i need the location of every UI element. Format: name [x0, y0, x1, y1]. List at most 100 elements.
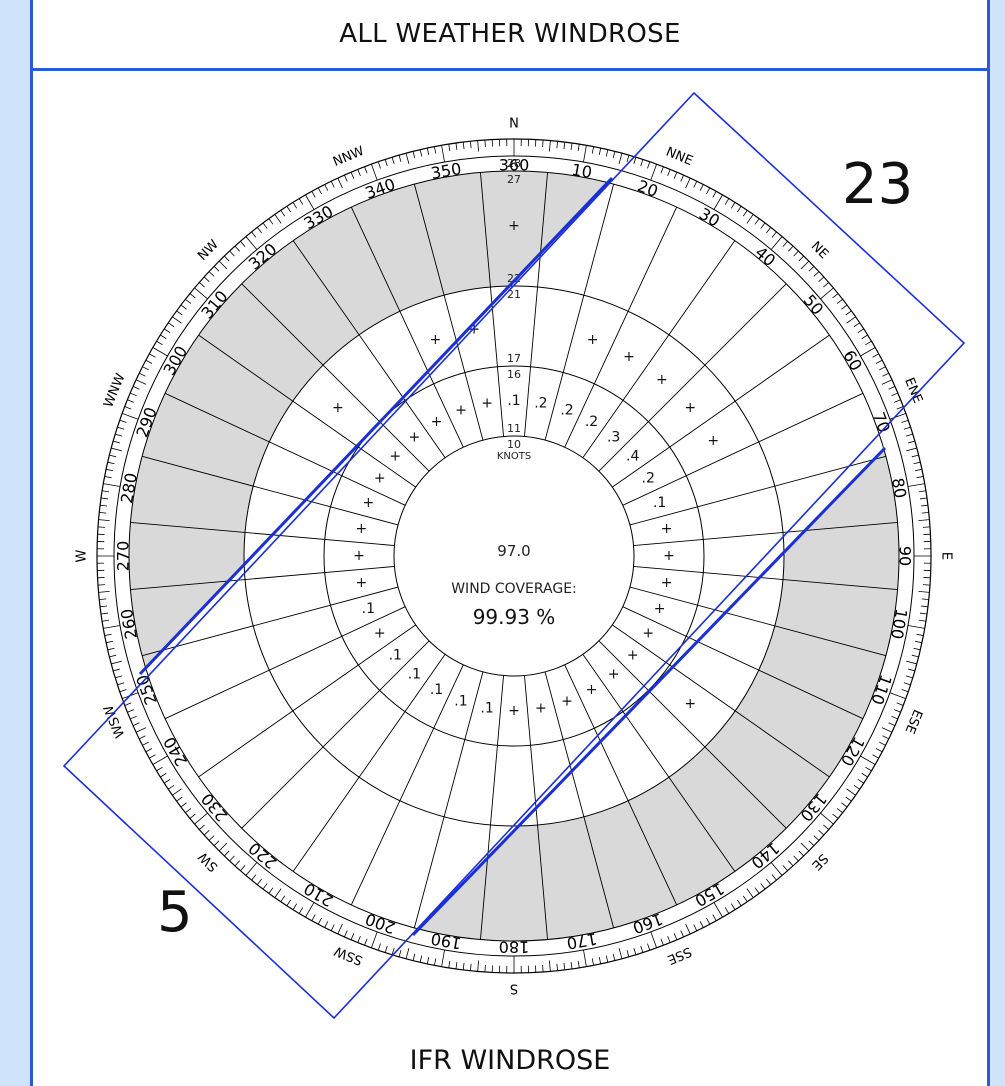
compass-degree-tick	[398, 155, 402, 162]
compass-degree-tick	[149, 754, 156, 759]
compass-degree-tick	[845, 310, 852, 316]
compass-degree-tick	[234, 860, 240, 867]
sector-boundary-line	[130, 566, 395, 591]
sector-boundary-line	[633, 521, 898, 546]
compass-degree-tick	[771, 874, 777, 881]
compass-degree-tick	[713, 902, 723, 918]
compass-degree-tick	[180, 304, 187, 310]
compass-degree-tick	[813, 835, 820, 841]
compass-degree-tick	[918, 490, 926, 493]
sector-frequency-value: .2	[585, 414, 598, 430]
compass-degree-label: 230	[197, 790, 231, 826]
compass-degree-tick	[818, 276, 825, 282]
compass-degree-tick	[245, 862, 258, 876]
compass-degree-tick	[570, 143, 573, 151]
compass-degree-tick	[98, 590, 110, 593]
sector-boundary-line	[350, 206, 464, 448]
compass-degree-tick	[156, 340, 163, 346]
compass-degree-tick	[889, 413, 906, 420]
compass-degree-tick	[337, 177, 343, 189]
compass-degree-tick	[324, 184, 329, 191]
sector-boundary-line	[142, 586, 399, 657]
sector-boundary-line	[612, 334, 830, 488]
sector-frequency-value: +	[455, 402, 467, 418]
compass-degree-tick	[441, 145, 445, 163]
sector-boundary-line	[544, 671, 615, 928]
compass-degree-tick	[875, 359, 883, 364]
compass-degree-tick	[841, 802, 848, 808]
compass-degree-tick	[918, 590, 930, 593]
compass-degree-tick	[156, 766, 163, 772]
sector-boundary-line	[241, 640, 430, 829]
compass-degree-tick	[901, 689, 909, 693]
sector-frequency-value: .1	[430, 682, 443, 698]
compass-degree-tick	[766, 878, 772, 885]
compass-degree-tick	[667, 935, 671, 943]
compass-degree-tick	[798, 850, 804, 857]
compass-degree-tick	[908, 668, 915, 672]
compass-degree-tick	[905, 675, 913, 679]
sector-frequency-value: +	[586, 682, 598, 698]
compass-degree-tick	[324, 921, 329, 928]
compass-degree-tick	[119, 419, 127, 423]
compass-degree-tick	[730, 202, 736, 209]
compass-degree-tick	[788, 245, 794, 252]
calm-wind-value: 97.0	[497, 542, 530, 560]
compass-degree-tick	[251, 874, 257, 881]
sector-boundary-line	[633, 566, 898, 591]
compass-degree-tick	[841, 304, 848, 310]
compass-degree-tick	[224, 850, 230, 857]
sector-frequency-value: +	[409, 429, 421, 445]
compass-degree-tick	[317, 187, 322, 195]
compass-degree-tick	[832, 293, 839, 299]
compass-degree-tick	[274, 214, 282, 224]
compass-degree-tick	[142, 741, 149, 746]
compass-degree-tick	[106, 468, 114, 472]
compass-degree-tick	[800, 260, 810, 270]
compass-degree-tick	[770, 862, 783, 876]
compass-degree-tick	[256, 878, 262, 885]
compass-degree-tick	[891, 392, 899, 397]
compass-degree-tick	[102, 619, 110, 622]
compass-degree-tick	[660, 938, 664, 946]
compass-degree-tick	[605, 149, 609, 157]
compass-degree-tick	[891, 715, 899, 720]
compass-degree-tick	[906, 660, 917, 665]
compass-degree-tick	[208, 835, 215, 841]
compass-degree-tick	[853, 322, 860, 328]
compass-degree-tick	[224, 255, 230, 262]
compass-degree-tick	[667, 169, 671, 177]
compass-degree-tick	[164, 778, 171, 784]
compass-degree-tick	[563, 142, 566, 150]
sector-frequency-value: .1	[507, 393, 520, 409]
compass-degree-label: 220	[245, 838, 281, 872]
sector-boundary-line	[598, 640, 787, 829]
compass-degree-tick	[846, 316, 856, 324]
compass-degree-tick	[650, 931, 657, 948]
compass-degree-tick	[693, 181, 698, 188]
compass-degree-tick	[591, 146, 594, 154]
compass-degree-tick	[680, 174, 684, 182]
compass-degree-tick	[893, 709, 901, 713]
compass-degree-tick	[448, 960, 451, 968]
sector-boundary-line	[413, 671, 484, 928]
compass-degree-tick	[914, 640, 922, 644]
compass-degree-tick	[185, 808, 192, 814]
compass-degree-tick	[905, 433, 913, 437]
compass-degree-tick	[908, 440, 915, 444]
compass-degree-tick	[583, 145, 587, 163]
runway-end-label-23: 23	[842, 152, 914, 217]
compass-degree-tick	[377, 161, 381, 169]
compass-degree-tick	[836, 808, 843, 814]
sector-frequency-value: +	[468, 321, 480, 337]
wind-coverage-label: WIND COVERAGE:	[451, 581, 577, 597]
compass-degree-tick	[99, 598, 107, 600]
compass-degree-tick	[730, 903, 736, 910]
sector-boundary-line	[198, 334, 416, 488]
compass-degree-label: 40	[751, 243, 779, 271]
compass-degree-tick	[889, 692, 906, 699]
compass-degree-tick	[618, 948, 623, 959]
compass-degree-tick	[152, 755, 168, 765]
compass-degree-tick	[846, 788, 856, 796]
compass-degree-tick	[836, 298, 843, 304]
